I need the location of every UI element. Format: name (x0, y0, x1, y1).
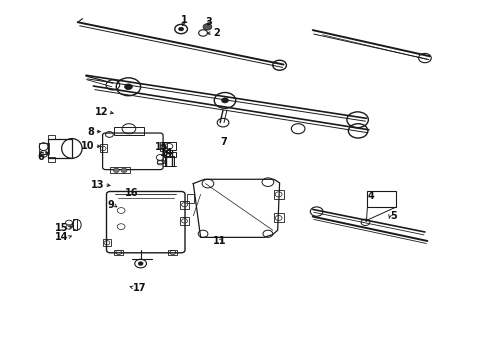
Bar (168, 250, 177, 255)
Text: 1: 1 (180, 15, 187, 26)
Text: 14: 14 (54, 232, 68, 242)
Bar (114, 127, 143, 135)
Text: 6: 6 (37, 152, 44, 162)
Circle shape (113, 168, 119, 172)
Bar (366, 191, 395, 207)
Circle shape (124, 84, 132, 90)
Text: 4: 4 (367, 191, 374, 201)
Text: 9: 9 (107, 200, 114, 210)
Bar (110, 167, 130, 173)
Text: 14: 14 (160, 148, 173, 158)
Text: 2: 2 (212, 28, 219, 38)
Text: 16: 16 (124, 188, 138, 198)
Bar (48, 139, 72, 158)
Bar (187, 194, 194, 203)
Bar (273, 190, 283, 199)
Text: 8: 8 (87, 127, 94, 136)
Text: 15: 15 (155, 141, 168, 152)
Bar (163, 152, 175, 157)
Circle shape (121, 168, 127, 172)
Text: 12: 12 (94, 107, 108, 117)
Circle shape (221, 98, 228, 103)
Bar (180, 201, 188, 209)
Text: 15: 15 (54, 224, 68, 233)
Bar (102, 239, 111, 246)
Text: 10: 10 (81, 141, 94, 151)
Bar (273, 213, 283, 222)
Bar (39, 143, 49, 154)
Bar (180, 217, 188, 225)
Bar (47, 157, 55, 162)
Bar (100, 144, 106, 152)
Text: 11: 11 (213, 236, 226, 246)
Bar (73, 220, 77, 230)
Text: 13: 13 (90, 180, 104, 190)
Text: 7: 7 (220, 137, 227, 147)
Text: 3: 3 (205, 17, 212, 27)
Bar (114, 250, 123, 255)
Text: 17: 17 (133, 283, 146, 293)
Circle shape (178, 27, 183, 31)
Bar (47, 135, 55, 139)
Circle shape (138, 262, 143, 265)
Bar (164, 156, 173, 166)
Text: 5: 5 (389, 211, 396, 221)
Bar (163, 142, 175, 150)
Circle shape (203, 24, 211, 30)
Bar (160, 142, 166, 151)
Bar (157, 160, 163, 163)
